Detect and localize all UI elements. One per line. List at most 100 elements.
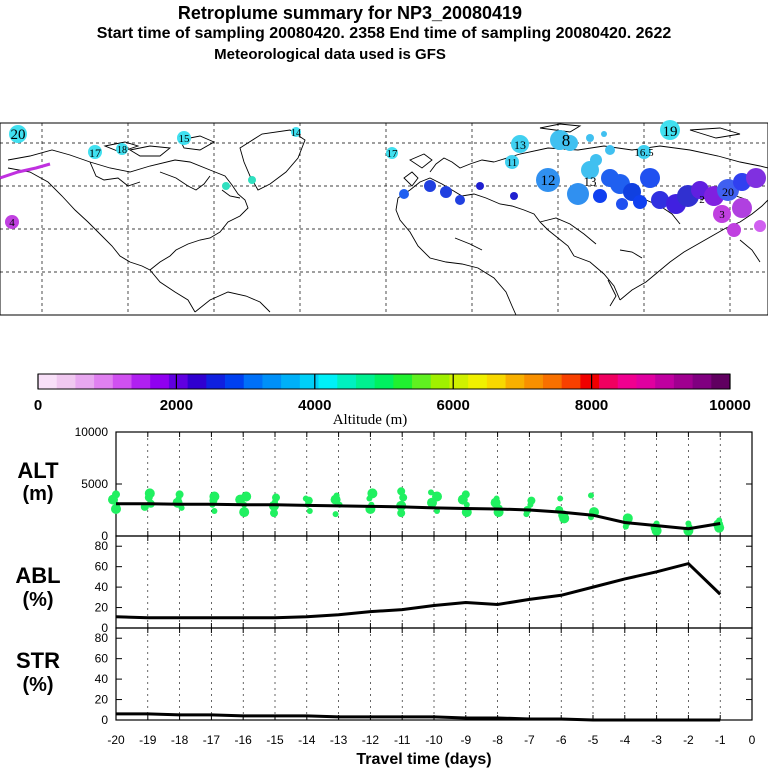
alt-point [523, 511, 530, 518]
colorbar-swatch [187, 374, 207, 389]
alt-point [651, 525, 662, 536]
colorbar-swatch [542, 374, 563, 389]
x-tick-label: -6 [556, 733, 567, 747]
plume-marker [116, 143, 128, 155]
x-tick-label: -15 [266, 733, 284, 747]
x-tick-label: -20 [107, 733, 125, 747]
panel-unit: (m) [22, 483, 53, 505]
plume-marker [746, 168, 766, 188]
plume-label: 15 [179, 133, 191, 145]
plume-label: 8 [562, 131, 571, 150]
panel-label: STR [16, 648, 60, 673]
colorbar-swatch [225, 374, 245, 389]
panel-unit: (%) [22, 674, 53, 696]
plume-marker [754, 220, 766, 232]
alt-point [493, 495, 500, 502]
x-tick-label: -18 [171, 733, 189, 747]
colorbar-swatch [486, 374, 506, 389]
colorbar-swatch [468, 374, 488, 389]
colorbar-tick-label: 0 [34, 397, 42, 414]
plume-label: 17 [89, 146, 101, 160]
colorbar-swatch [636, 374, 656, 389]
alt-point [588, 492, 594, 499]
sampling-time: Start time of sampling 20080420. 2358 En… [96, 25, 672, 42]
y-tick-label: 20 [95, 601, 109, 615]
x-tick-label: -12 [362, 733, 380, 747]
alt-point [272, 493, 280, 502]
colorbar-swatch [412, 374, 432, 389]
y-tick-label: 20 [95, 693, 109, 707]
plume-marker [633, 195, 647, 209]
alt-point [367, 488, 378, 499]
plume-marker [732, 198, 752, 218]
chart-title: Retroplume summary for NP3_20080419 [177, 3, 523, 23]
plume-marker [640, 168, 660, 188]
alt-point [427, 497, 437, 508]
y-tick-label: 40 [95, 672, 109, 686]
alt-point [175, 490, 184, 499]
colorbar-swatch [374, 374, 394, 389]
plume-label: 18 [117, 145, 127, 156]
alt-point [178, 504, 185, 511]
colorbar-swatch [56, 374, 76, 389]
alt-point [622, 523, 629, 530]
colorbar-swatch [524, 374, 544, 389]
alt-point [463, 501, 470, 508]
str-line [116, 712, 721, 722]
colorbar-swatch [617, 374, 637, 389]
alt-point [557, 495, 564, 502]
colorbar-swatch [299, 374, 319, 389]
alt-point [239, 507, 250, 518]
plume-label: 12 [541, 173, 556, 189]
y-tick-label: 0 [101, 713, 108, 727]
x-tick-label: -13 [330, 733, 348, 747]
colorbar-swatch [94, 374, 114, 389]
plume-marker [476, 182, 484, 190]
alt-point [306, 508, 313, 515]
plume-label: 11 [507, 157, 518, 169]
colorbar-swatch [38, 374, 58, 389]
colorbar-tick-label: 8000 [575, 397, 608, 414]
plume-marker [424, 180, 436, 192]
x-tick-label: -11 [394, 733, 411, 747]
x-tick-label: -2 [683, 733, 694, 747]
alt-point [428, 489, 434, 496]
plume-marker [440, 186, 452, 198]
plume-marker [651, 191, 669, 209]
y-tick-label: 5000 [81, 477, 108, 491]
colorbar-title: Altitude (m) [333, 412, 408, 428]
plume-marker [637, 145, 651, 159]
plume-label: 14 [291, 128, 301, 139]
colorbar-swatch [355, 374, 376, 389]
plume-marker [9, 125, 27, 143]
x-tick-label: -14 [298, 733, 316, 747]
retroplume-map: 20 17 18 15 14 17 19 13 8 16.5 11 12 13 4 3 2 20 [0, 120, 768, 316]
colorbar-swatch [168, 374, 189, 389]
abl-line [115, 561, 722, 620]
plume-marker [660, 120, 680, 140]
x-tick-label: -17 [203, 733, 221, 747]
plume-label: 2 [699, 194, 705, 206]
plume-marker [399, 189, 409, 199]
x-tick-label: -5 [588, 733, 599, 747]
timeseries-panels: 0500010000ALT(m)020406080ABL(%)020406080… [15, 425, 755, 768]
altitude-colorbar: 0 2000 4000 6000 8000 10000 Altitude (m) [34, 373, 751, 428]
plume-marker [5, 215, 19, 229]
x-tick-label: -19 [139, 733, 157, 747]
x-tick-label: -7 [524, 733, 535, 747]
y-tick-label: 40 [95, 580, 109, 594]
plume-label: 17 [387, 148, 399, 160]
alt-point [461, 490, 470, 499]
alt-point [211, 508, 218, 515]
plume-marker [222, 182, 230, 190]
y-tick-label: 60 [95, 652, 109, 666]
plume-marker [510, 192, 518, 200]
colorbar-swatch [243, 374, 263, 389]
colorbar-swatch [150, 374, 170, 389]
plume-marker [455, 195, 465, 205]
plume-label: 3 [719, 209, 725, 221]
alt-point [685, 520, 692, 527]
plume-label: 20 [722, 185, 734, 199]
alt-point [399, 493, 408, 502]
